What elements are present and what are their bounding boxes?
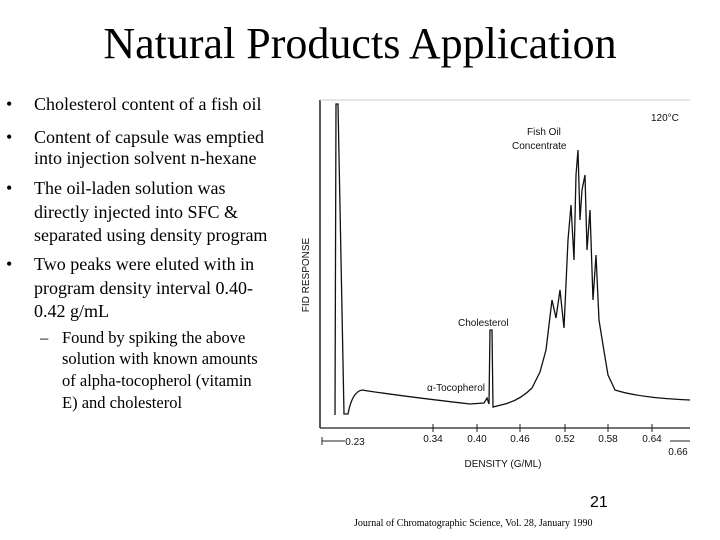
x-tick-label: 0.23: [345, 437, 365, 448]
y-axis-label: FID RESPONSE: [301, 237, 312, 312]
axis-ticks: [321, 424, 690, 445]
annotation: Cholesterol: [458, 318, 509, 329]
bullet-text: Cholesterol content of a fish oil: [6, 94, 262, 115]
bullet-text: into injection solvent n-hexane: [34, 148, 257, 168]
annotation: 120°C: [651, 113, 679, 124]
annotation: Fish Oil: [527, 127, 561, 138]
slide-title: Natural Products Application: [103, 19, 617, 68]
page-number: 21: [590, 494, 608, 511]
citation: Journal of Chromatographic Science, Vol.…: [354, 518, 593, 529]
x-tick-label: 0.66: [668, 447, 688, 458]
x-tick-label: 0.40: [467, 434, 487, 445]
sub-bullet-text: E) and cholesterol: [62, 393, 183, 412]
x-tick-label: 0.58: [598, 434, 618, 445]
sub-bullet-text: solution with known amounts: [62, 349, 258, 368]
bullet-text: directly injected into SFC &: [34, 202, 238, 222]
sub-bullet-text: Found by spiking the above: [40, 328, 245, 348]
sub-bullet-text: of alpha-tocopherol (vitamin: [62, 371, 252, 390]
bullet-text: The oil-laden solution was: [6, 178, 226, 199]
bullet-text: program density interval 0.40-: [34, 278, 253, 298]
trace: [334, 103, 691, 416]
bullet-text: Content of capsule was emptied: [6, 127, 264, 148]
annotation: Concentrate: [512, 141, 567, 152]
x-tick-label: 0.64: [642, 434, 662, 445]
bullet-text: 0.42 g/mL: [34, 301, 109, 321]
x-tick-label: 0.46: [510, 434, 530, 445]
x-tick-label: 0.34: [423, 434, 443, 445]
bullet-text: Two peaks were eluted with in: [6, 254, 254, 275]
x-tick-label: 0.52: [555, 434, 575, 445]
bullet-text: separated using density program: [34, 225, 268, 245]
x-axis-label: DENSITY (G/ML): [464, 459, 541, 470]
annotation: α-Tocopherol: [427, 383, 485, 394]
